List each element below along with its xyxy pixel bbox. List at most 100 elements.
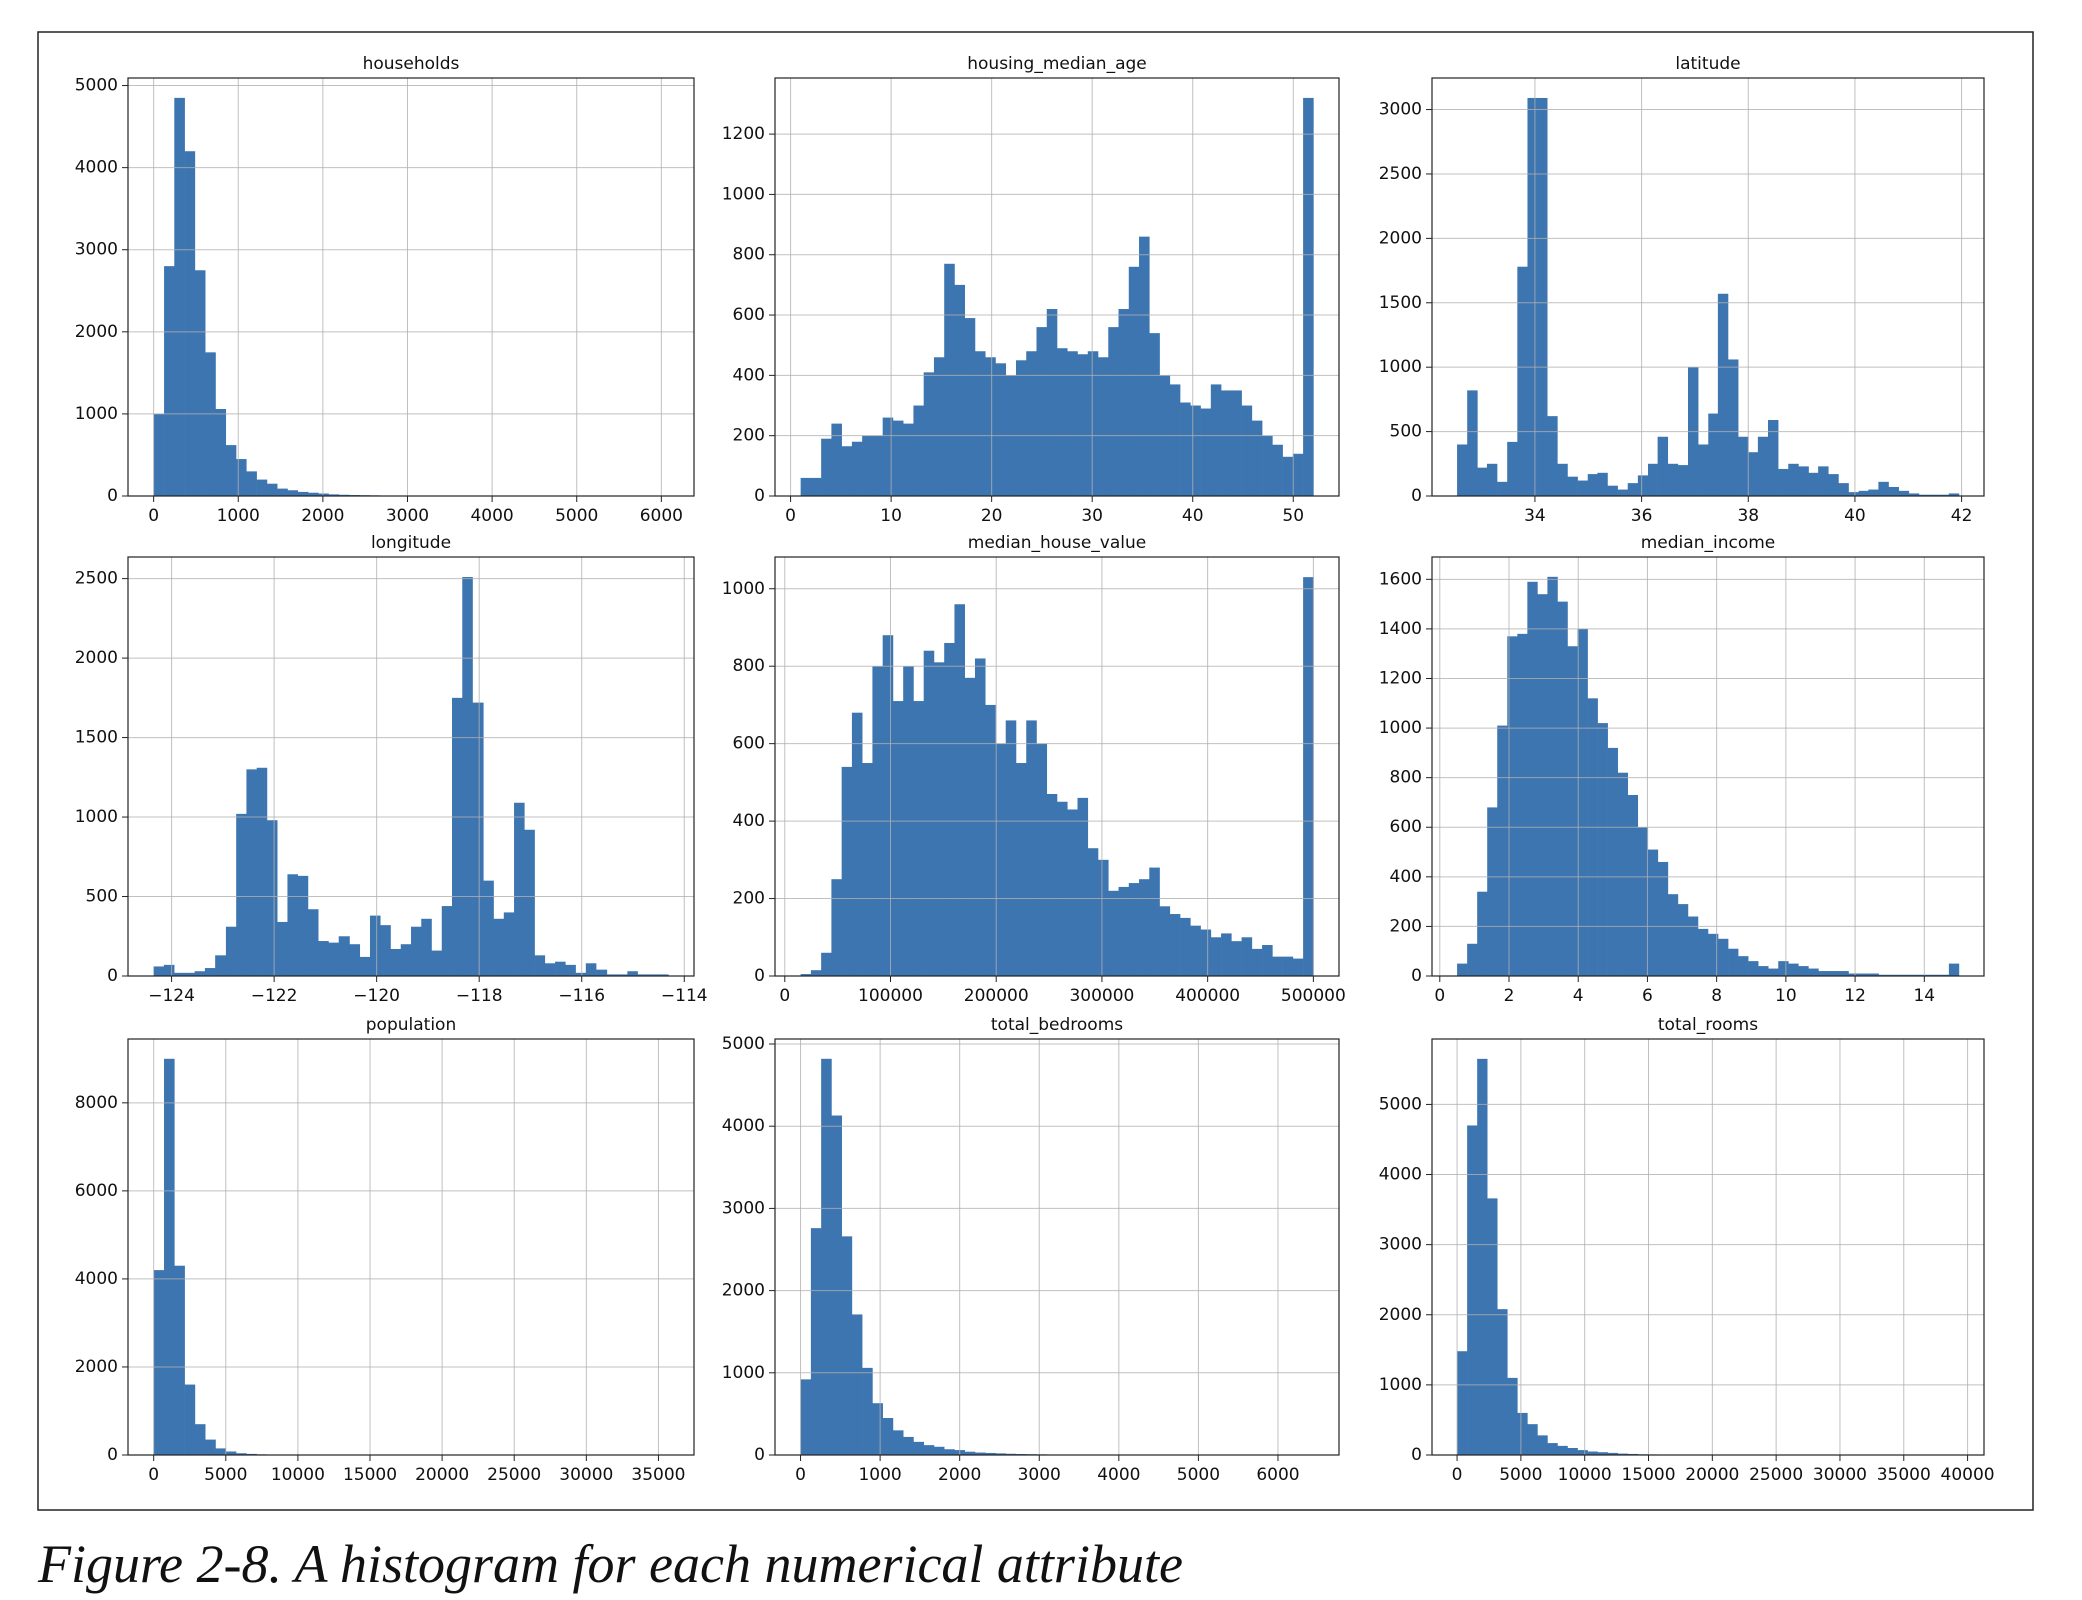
bar bbox=[1717, 293, 1729, 496]
bar bbox=[1928, 494, 1939, 496]
bar bbox=[493, 918, 505, 976]
axes-frame bbox=[127, 556, 695, 977]
bar bbox=[225, 1451, 237, 1455]
bar bbox=[1788, 963, 1799, 976]
bar bbox=[862, 435, 873, 496]
bar bbox=[974, 351, 986, 496]
bar bbox=[544, 963, 556, 976]
bar bbox=[810, 970, 822, 976]
bar bbox=[1497, 725, 1508, 976]
bar bbox=[862, 1367, 873, 1455]
x-tick-label: −114 bbox=[661, 986, 708, 1006]
bar bbox=[1262, 435, 1273, 496]
bar bbox=[872, 435, 883, 496]
bar bbox=[1005, 720, 1017, 976]
bar bbox=[1200, 929, 1212, 976]
y-tick-label: 0 bbox=[754, 1445, 765, 1465]
y-tick-label: 1500 bbox=[75, 728, 118, 748]
bar bbox=[1487, 807, 1498, 976]
bar bbox=[1477, 467, 1488, 496]
x-tick-label: 12 bbox=[1844, 986, 1866, 1006]
bar bbox=[266, 483, 278, 496]
bar bbox=[421, 918, 432, 976]
bar bbox=[575, 972, 587, 976]
bar bbox=[524, 829, 535, 976]
y-tick-label: 2000 bbox=[75, 322, 118, 342]
x-tick-label: 4000 bbox=[470, 506, 513, 526]
chart-title: total_bedrooms bbox=[991, 1015, 1123, 1035]
bar bbox=[174, 97, 185, 497]
bar bbox=[1067, 809, 1078, 976]
bar bbox=[1708, 413, 1719, 496]
bar bbox=[1180, 917, 1191, 976]
x-tick-label: 10 bbox=[880, 506, 902, 526]
x-tick-label: 500000 bbox=[1281, 986, 1346, 1006]
x-tick-label: −120 bbox=[353, 986, 400, 1006]
bar bbox=[831, 423, 842, 496]
bar bbox=[1607, 747, 1618, 976]
bar bbox=[1667, 894, 1679, 976]
bar bbox=[328, 494, 340, 496]
bar bbox=[995, 363, 1007, 496]
y-tick-label: 500 bbox=[86, 887, 118, 907]
bar bbox=[1507, 636, 1518, 976]
x-tick-label: 3000 bbox=[1018, 1465, 1061, 1485]
x-tick-label: 0 bbox=[795, 1465, 806, 1485]
bar bbox=[1718, 938, 1729, 976]
y-tick-label: 4000 bbox=[75, 158, 118, 178]
x-tick-label: 6 bbox=[1642, 986, 1653, 1006]
bar bbox=[380, 925, 391, 976]
bar bbox=[431, 950, 443, 976]
bar bbox=[851, 441, 863, 496]
bar bbox=[658, 974, 669, 976]
bar bbox=[266, 820, 278, 976]
bar bbox=[1828, 474, 1839, 496]
bar bbox=[246, 471, 257, 496]
bar bbox=[1282, 456, 1294, 496]
bar bbox=[318, 493, 329, 496]
bar bbox=[1457, 1351, 1468, 1455]
bar bbox=[1798, 966, 1809, 976]
bar bbox=[1948, 963, 1960, 976]
x-tick-label: 20000 bbox=[1685, 1465, 1739, 1485]
bar bbox=[1647, 849, 1659, 976]
bar bbox=[1467, 390, 1478, 496]
x-tick-label: 10 bbox=[1775, 986, 1797, 1006]
bar bbox=[1607, 1452, 1618, 1455]
bar bbox=[821, 952, 832, 976]
bar bbox=[534, 955, 546, 976]
bar bbox=[1477, 1058, 1488, 1455]
y-tick-label: 3000 bbox=[1379, 100, 1422, 120]
bar bbox=[985, 1452, 996, 1455]
x-tick-label: 0 bbox=[785, 506, 796, 526]
y-tick-label: 6000 bbox=[75, 1181, 118, 1201]
bar bbox=[1272, 956, 1283, 976]
bar bbox=[1868, 973, 1879, 976]
bar bbox=[606, 974, 618, 976]
x-tick-label: 40 bbox=[1844, 506, 1866, 526]
bar bbox=[1303, 97, 1314, 497]
bar bbox=[882, 417, 894, 496]
x-tick-label: 25000 bbox=[487, 1465, 541, 1485]
y-tick-label: 400 bbox=[1390, 867, 1422, 887]
bar bbox=[1108, 890, 1119, 976]
chart-title: longitude bbox=[371, 533, 451, 553]
bar bbox=[1467, 1125, 1478, 1455]
bar bbox=[1087, 848, 1099, 976]
bar bbox=[174, 972, 185, 976]
bar bbox=[1487, 1198, 1498, 1455]
x-tick-label: 1000 bbox=[858, 1465, 901, 1485]
bar bbox=[995, 743, 1007, 976]
bar bbox=[1928, 974, 1940, 976]
bar bbox=[1657, 436, 1669, 496]
bar bbox=[1537, 594, 1548, 976]
y-tick-label: 1200 bbox=[722, 124, 765, 144]
y-tick-label: 0 bbox=[1411, 1445, 1422, 1465]
bar bbox=[174, 1265, 185, 1455]
x-tick-label: 300000 bbox=[1069, 986, 1134, 1006]
bar bbox=[882, 1418, 894, 1455]
bar bbox=[390, 948, 402, 976]
bar bbox=[1262, 945, 1273, 976]
bar bbox=[349, 944, 361, 976]
